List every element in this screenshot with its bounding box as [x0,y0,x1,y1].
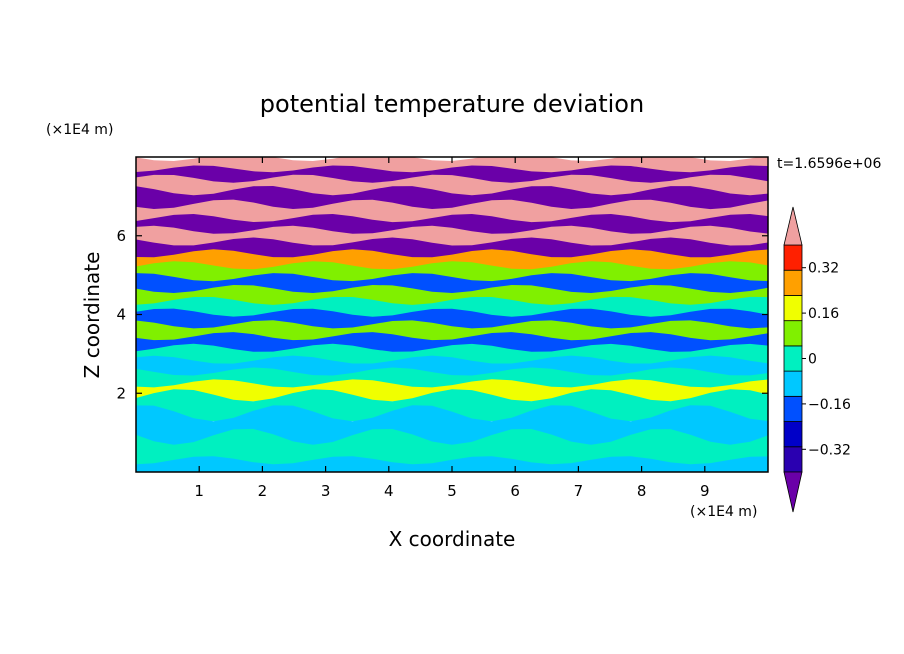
colorbar-segment [783,370,803,397]
colorbar-bottom-arrow [783,471,803,513]
colorbar-segment [783,421,803,448]
y-tick-label: 6 [116,227,126,245]
x-tick-label: 1 [194,482,204,500]
x-axis-title: X coordinate [389,527,516,551]
y-axis-ticks: 2 4 6 [116,227,768,402]
field-band [136,273,768,296]
field-band [136,225,768,248]
colorbar-segment [783,320,803,347]
colorbar-segment [783,295,803,322]
x-tick-label: 6 [510,482,520,500]
y-axis-title: Z coordinate [80,252,104,379]
y-unit-label: (×1E4 m) [46,122,113,138]
x-tick-label: 5 [447,482,457,500]
x-tick-label: 3 [321,482,331,500]
colorbar-tick-label: 0.16 [808,306,839,322]
colorbar-top-arrow [783,206,803,246]
colorbar-segment [783,345,803,372]
y-tick-label: 2 [116,384,126,402]
colorbar [783,206,803,513]
colorbar-tick-labels: 0.32 0.16 0 −0.16 −0.32 [802,261,851,458]
x-tick-label: 8 [637,482,647,500]
x-tick-label: 4 [384,482,394,500]
colorbar-tick-label: −0.32 [808,442,851,458]
colorbar-segment [783,446,803,473]
x-tick-label: 2 [258,482,268,500]
field-bands [136,157,768,472]
colorbar-segment [783,244,803,271]
colorbar-tick-label: −0.16 [808,397,851,413]
colorbar-segment [783,269,803,296]
time-label: t=1.6596e+06 [777,156,881,172]
x-tick-label: 9 [700,482,710,500]
x-tick-label: 7 [574,482,584,500]
x-unit-label: (×1E4 m) [690,504,757,520]
colorbar-tick-label: 0.32 [808,261,839,277]
field-band [136,456,768,472]
chart-title: potential temperature deviation [260,90,644,118]
colorbar-segment [783,395,803,422]
field-band [136,405,768,447]
colorbar-tick-label: 0 [808,352,817,368]
y-tick-label: 4 [116,306,126,324]
x-axis-ticks: 1 2 3 4 5 6 7 8 9 [194,157,710,500]
